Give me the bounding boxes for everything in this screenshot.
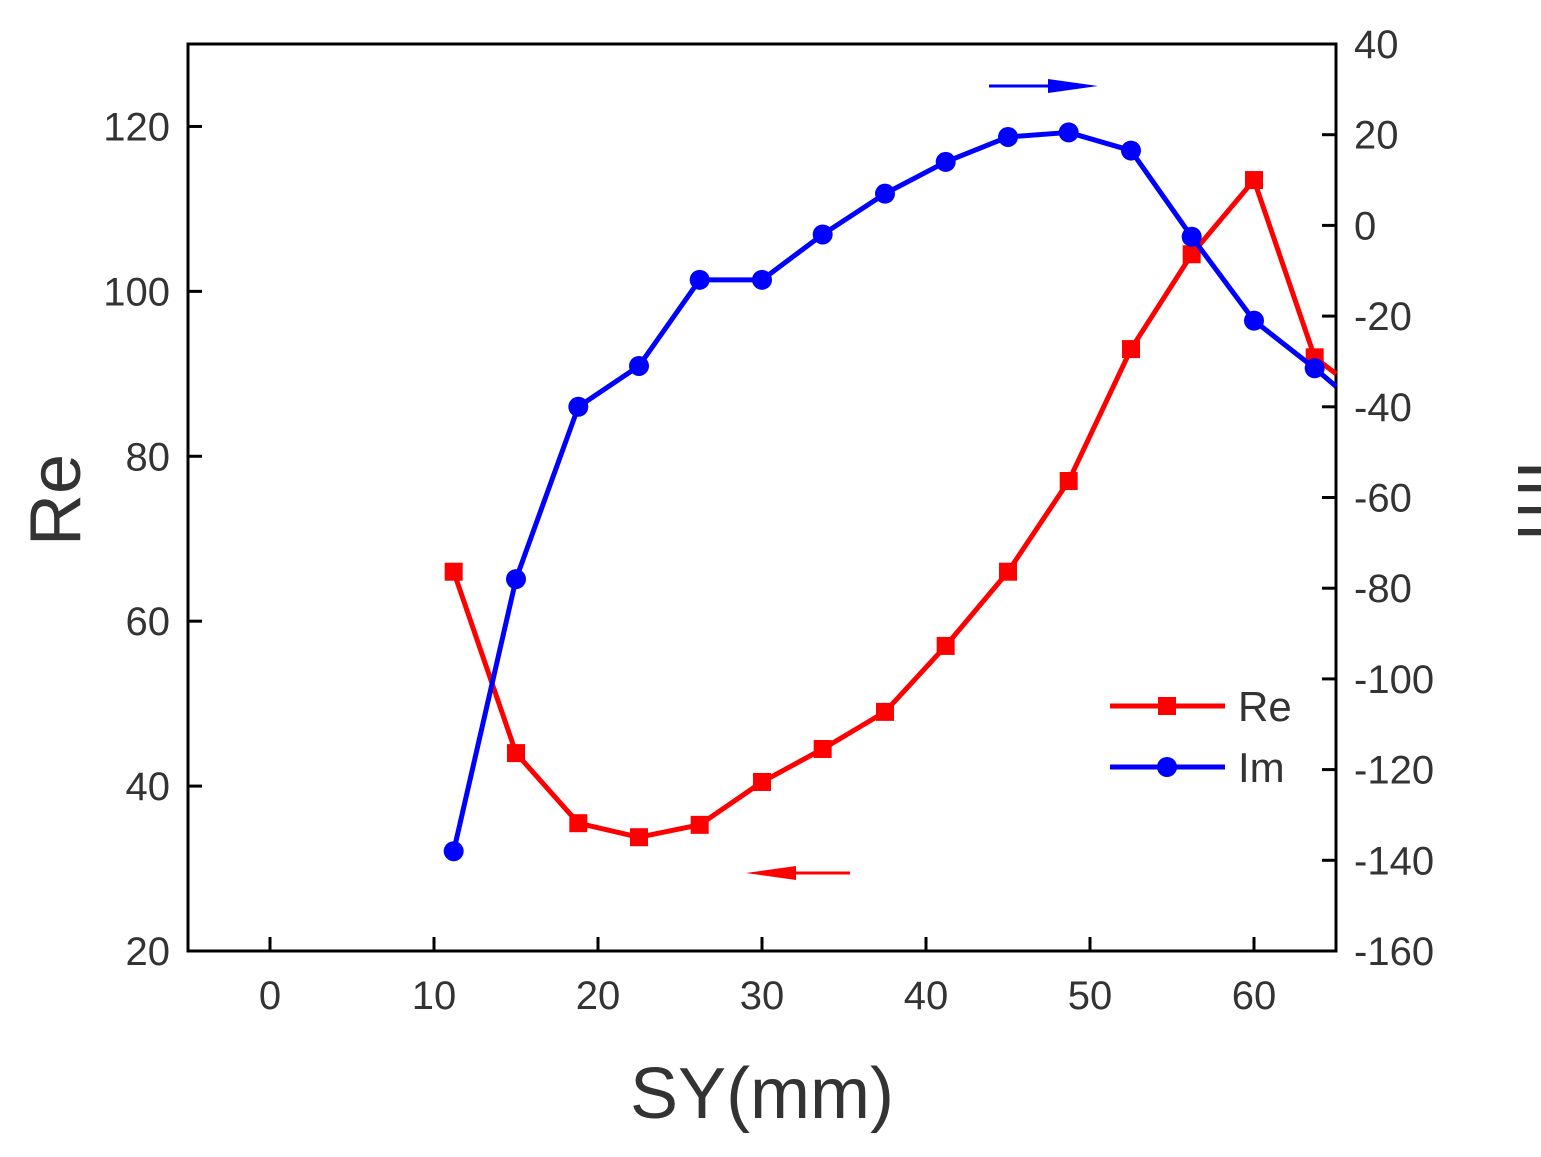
data-point-re	[1059, 472, 1078, 491]
series-im	[443, 122, 1338, 862]
y-tick-label: 20	[126, 930, 171, 974]
y2-tick-label: -20	[1354, 295, 1412, 339]
y2-tick-label: -60	[1354, 477, 1412, 521]
x-tick-label: 50	[1068, 974, 1113, 1018]
y2-tick-label: 40	[1354, 23, 1399, 67]
y2-tick-label: -120	[1354, 749, 1434, 793]
y2-tick-label: -80	[1354, 567, 1412, 611]
y2-tick-label: 20	[1354, 114, 1399, 158]
series-re	[444, 171, 1338, 847]
data-point-im	[1304, 358, 1325, 379]
data-point-im	[568, 396, 589, 417]
data-point-re	[999, 562, 1017, 581]
data-point-re	[1182, 245, 1201, 264]
legend: Re Im	[1110, 683, 1292, 791]
plot-frame	[186, 42, 1338, 953]
data-point-re	[813, 739, 832, 758]
data-point-im	[998, 126, 1018, 147]
data-point-im	[506, 569, 526, 590]
y2-tick-label: 0	[1354, 204, 1376, 248]
y-tick-label: 60	[126, 600, 171, 644]
data-point-im	[629, 355, 649, 376]
data-point-re	[630, 828, 648, 847]
data-point-im	[752, 269, 772, 290]
re-arrow-head	[746, 866, 796, 880]
y2-tick-label: -140	[1354, 839, 1434, 883]
data-point-im	[689, 269, 710, 290]
data-point-im	[1244, 310, 1264, 331]
x-tick-label: 40	[904, 974, 949, 1018]
data-point-re	[876, 702, 894, 721]
y2-tick-label: -40	[1354, 386, 1412, 430]
data-point-re	[569, 814, 588, 833]
data-point-im	[935, 151, 956, 172]
data-point-re	[507, 744, 525, 763]
y2-tick-label: -160	[1354, 930, 1434, 974]
x-tick-label: 10	[412, 974, 457, 1018]
y-tick-label: 120	[103, 105, 170, 149]
y2-axis-title: Im	[1502, 460, 1541, 540]
data-point-im	[443, 841, 464, 862]
im-arrow-head	[1048, 79, 1098, 93]
data-point-im	[812, 224, 833, 245]
data-point-re	[936, 636, 955, 655]
x-tick-label: 30	[740, 974, 785, 1018]
legend-im-marker	[1157, 757, 1177, 777]
x-axis-title: SY(mm)	[630, 1054, 894, 1134]
y-tick-label: 100	[103, 270, 170, 314]
series-line-re	[451, 177, 1338, 840]
x-tick-label: 20	[576, 974, 621, 1018]
x-tick-label: 0	[259, 974, 281, 1018]
y-tick-label: 80	[126, 435, 171, 479]
data-point-im	[1181, 226, 1202, 247]
data-point-im	[875, 183, 895, 204]
legend-re-label: Re	[1238, 683, 1292, 730]
data-point-im	[1058, 122, 1079, 143]
data-point-re	[444, 562, 463, 581]
data-point-re	[1122, 340, 1140, 359]
data-point-im	[1121, 140, 1141, 161]
series-line-im	[451, 129, 1338, 852]
y2-tick-label: -100	[1354, 658, 1434, 702]
data-point-re	[1245, 171, 1263, 190]
data-point-re	[690, 815, 709, 834]
x-tick-label: 60	[1232, 974, 1277, 1018]
legend-re-marker	[1158, 697, 1176, 715]
legend-im-label: Im	[1238, 744, 1285, 791]
y-axis-title: Re	[16, 454, 96, 546]
data-point-re	[753, 772, 771, 791]
y-tick-label: 40	[126, 765, 171, 809]
